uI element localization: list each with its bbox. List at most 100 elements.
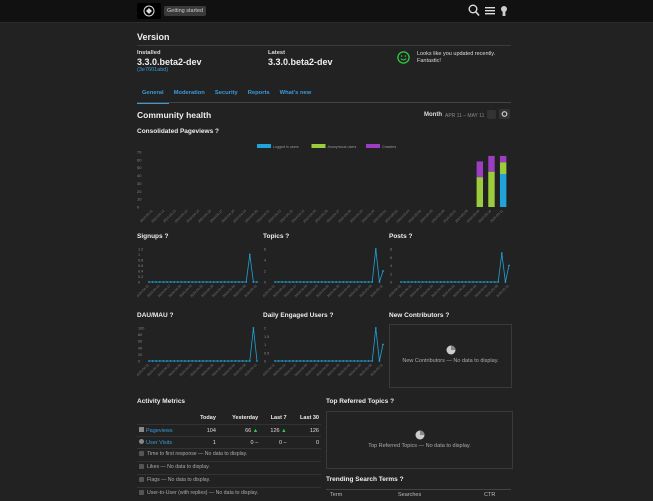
data-point: [353, 360, 356, 362]
legend-swatch: [257, 144, 271, 148]
data-point: [191, 360, 194, 362]
data-point: [220, 360, 222, 362]
activity-metrics-title: Activity Metrics: [137, 398, 186, 405]
y-tick-label: 4: [390, 264, 392, 268]
data-point: [313, 360, 316, 362]
y-tick-label: 0: [264, 281, 266, 285]
site-logo[interactable]: [137, 3, 161, 19]
pageviews-link[interactable]: Pageviews: [146, 428, 173, 434]
version-title: Version: [137, 32, 170, 42]
data-point: [256, 360, 258, 362]
series-line: [275, 248, 384, 283]
data-point: [166, 360, 168, 362]
period-dropdown-button[interactable]: [487, 110, 496, 119]
data-point: [274, 360, 276, 362]
data-point: [338, 281, 341, 283]
installed-hash-link[interactable]: (3e7601abd): [137, 67, 169, 73]
series-line: [149, 327, 258, 362]
help-icon[interactable]: ?: [215, 128, 220, 135]
settings-button[interactable]: [499, 109, 510, 119]
new-contributors-nodata: New Contributors — No data to display.: [402, 358, 499, 364]
user-avatar[interactable]: [498, 4, 510, 17]
search-icon[interactable]: [468, 4, 480, 17]
file-icon: [139, 427, 144, 432]
daily-engaged-chart: 00.511.522024-04-112024-04-142024-04-172…: [263, 327, 384, 377]
col-header-today: Today: [200, 415, 216, 421]
hamburger-menu-icon[interactable]: [484, 4, 496, 17]
data-point: [238, 281, 240, 283]
topics-chart: 02462024-04-112024-04-142024-04-172024-0…: [263, 248, 384, 298]
data-point: [475, 281, 478, 283]
data-point: [378, 281, 381, 283]
data-point: [292, 281, 294, 283]
help-icon[interactable]: ?: [285, 233, 290, 240]
data-point: [212, 281, 215, 283]
data-point: [176, 281, 179, 283]
data-point: [374, 248, 377, 250]
period-label[interactable]: Month: [424, 112, 442, 118]
help-icon[interactable]: ?: [445, 312, 450, 319]
data-point: [371, 281, 374, 283]
tab-moderation[interactable]: Moderation: [173, 90, 205, 96]
getting-started-chip[interactable]: Getting started: [164, 6, 207, 16]
list-item: Likes — No data to display.: [137, 461, 321, 473]
data-point: [248, 360, 251, 362]
data-point: [320, 281, 323, 283]
help-icon[interactable]: ?: [408, 233, 413, 240]
help-icon[interactable]: ?: [399, 476, 404, 483]
cell-last7: 0 –: [260, 436, 289, 448]
help-icon[interactable]: ?: [169, 312, 174, 319]
y-tick-label: 0.4: [138, 270, 143, 274]
data-point: [493, 281, 496, 283]
cell-today: 104: [190, 424, 218, 437]
top-referred-panel: Top Referred Topics — No data to display…: [326, 411, 513, 469]
clock-icon: [139, 451, 144, 457]
chart-title-signups: Signups ?: [137, 233, 169, 240]
y-tick-label: 20: [137, 189, 142, 194]
data-point: [331, 281, 334, 283]
data-point: [317, 281, 320, 283]
col-header-ctr: CTR: [484, 492, 496, 498]
tab-whats-new[interactable]: What's new: [279, 90, 312, 96]
data-point: [158, 281, 161, 283]
trending-search-title: Trending Search Terms ?: [326, 476, 404, 483]
data-point: [187, 281, 190, 283]
data-point: [346, 360, 348, 362]
legend-label: Anonymous users: [328, 145, 357, 149]
y-tick-label: 50: [137, 165, 142, 170]
period-range[interactable]: APR 11 – MAY 11: [445, 113, 485, 119]
cell-yesterday: 0 –: [217, 436, 261, 448]
data-point: [202, 281, 204, 283]
data-point: [151, 360, 154, 362]
help-icon[interactable]: ?: [390, 398, 395, 405]
help-icon[interactable]: ?: [164, 233, 169, 240]
data-point: [342, 360, 345, 362]
data-point: [508, 264, 510, 267]
data-point: [500, 252, 503, 255]
chart-title-pageviews: Consolidated Pageviews ?: [137, 128, 220, 135]
data-point: [342, 281, 345, 283]
tab-reports[interactable]: Reports: [247, 90, 270, 96]
data-point: [328, 360, 330, 362]
list-item: User-to-User (with replies) — No data to…: [137, 487, 321, 499]
data-point: [454, 281, 456, 283]
y-tick-label: 2: [264, 327, 266, 331]
data-point: [364, 281, 366, 283]
col-header-last30: Last 30: [300, 415, 319, 421]
data-point: [295, 281, 298, 283]
data-point: [306, 360, 309, 362]
data-point: [169, 360, 172, 362]
latest-label: Latest: [268, 50, 286, 56]
tab-general[interactable]: General: [137, 88, 169, 104]
data-point: [169, 281, 172, 283]
data-point: [410, 281, 413, 283]
data-point: [324, 360, 327, 362]
help-icon[interactable]: ?: [329, 312, 334, 319]
cell-last30: 0: [288, 436, 321, 448]
chart-title-new-contributors: New Contributors ?: [389, 312, 450, 319]
divider: [137, 45, 511, 46]
user-visits-link[interactable]: User Visits: [146, 440, 173, 446]
data-point: [331, 360, 334, 362]
tab-security[interactable]: Security: [214, 90, 238, 96]
user-icon: [139, 439, 144, 444]
